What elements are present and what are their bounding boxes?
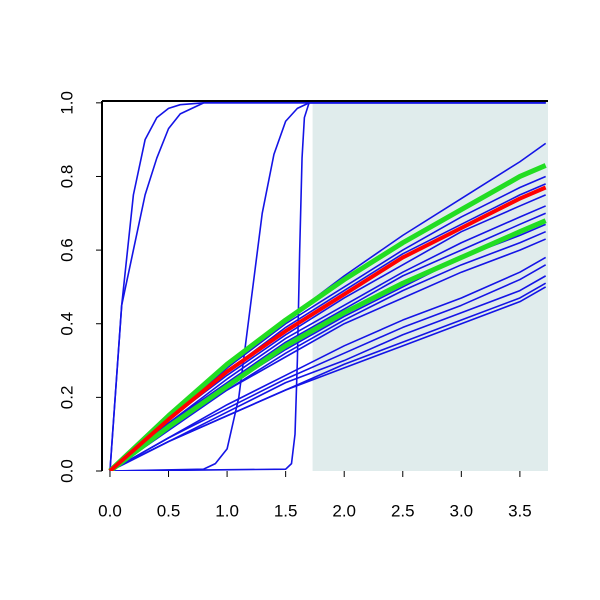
curve [109, 212, 546, 471]
x-tick-label: 3.0 [450, 501, 474, 520]
curve [108, 218, 547, 471]
curve [109, 102, 546, 471]
y-tick-label: 1.0 [57, 91, 76, 115]
curve [109, 264, 547, 471]
x-tick-label: 0.5 [157, 501, 181, 520]
y-tick-label: 0.4 [57, 312, 76, 336]
curve [109, 102, 546, 471]
x-tick-label: 1.5 [274, 501, 298, 520]
curve [108, 185, 547, 471]
y-tick-label: 0.8 [57, 165, 76, 189]
lines-layer [108, 102, 547, 471]
y-tick-label: 0.6 [57, 238, 76, 262]
x-tick-label: 1.0 [215, 501, 239, 520]
curve [109, 256, 547, 471]
x-tick-label: 2.5 [391, 501, 415, 520]
curve [109, 286, 547, 471]
curve [109, 102, 546, 471]
x-tick-label: 0.0 [98, 501, 122, 520]
y-tick-label: 0.0 [57, 459, 76, 483]
y-tick-label: 0.2 [57, 386, 76, 410]
curve [109, 238, 546, 471]
x-tick-label: 2.0 [332, 501, 356, 520]
axes-layer: 0.0 0.5 1.0 1.5 2.0 2.5 3.0 3.5 0.0 0.2 0.4 0.6 0.8 1… [57, 91, 531, 520]
x-tick-label: 3.5 [508, 501, 532, 520]
curve [108, 163, 547, 471]
curve [109, 205, 546, 471]
curve [109, 102, 546, 471]
curve [109, 275, 547, 471]
